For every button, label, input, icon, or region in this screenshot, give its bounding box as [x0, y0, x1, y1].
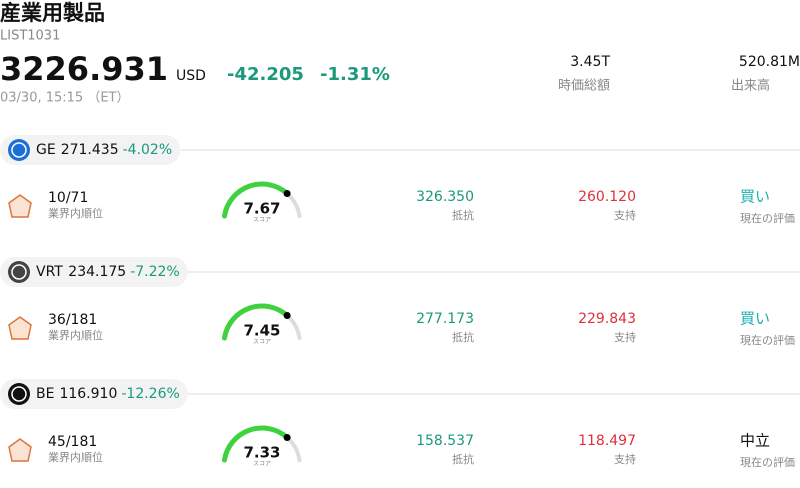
stat-label: 時価総額 — [558, 79, 610, 94]
score: 7.33 — [243, 444, 280, 462]
ticker: GE — [36, 142, 56, 158]
rank: 10/71 — [48, 190, 88, 206]
gauge-dot — [283, 311, 291, 319]
stock-pill[interactable] — [0, 257, 188, 287]
rank-label: 業界内順位 — [48, 206, 103, 220]
stock-logo-ring — [11, 142, 27, 158]
resistance: 277.173 — [416, 311, 474, 327]
change-pct: -1.31% — [320, 64, 390, 85]
rating: 買い — [740, 310, 770, 328]
support: 118.497 — [578, 433, 636, 449]
rating: 買い — [740, 188, 770, 206]
change: -42.205 — [227, 64, 304, 85]
rating-label: 現在の評価 — [740, 333, 795, 347]
rank-label: 業界内順位 — [48, 328, 103, 342]
support-label: 支持 — [614, 208, 636, 222]
gauge-fill — [221, 425, 290, 463]
stat-value: 520.81M — [739, 54, 800, 70]
rank: 45/181 — [48, 434, 97, 450]
rank-icon — [8, 316, 32, 340]
rank-label: 業界内順位 — [48, 450, 103, 464]
rank-icon — [8, 194, 32, 218]
stat-value: 3.45T — [570, 54, 610, 70]
stock-change: -12.26% — [121, 386, 179, 402]
support-label: 支持 — [614, 330, 636, 344]
stock-logo — [8, 261, 30, 283]
rating-label: 現在の評価 — [740, 455, 795, 469]
resistance-label: 抵抗 — [452, 330, 474, 344]
list-title: 産業用製品 — [0, 1, 105, 25]
score-label: スコア — [253, 217, 271, 224]
stock-logo-ring — [11, 386, 27, 402]
resistance-label: 抵抗 — [452, 452, 474, 466]
score: 7.45 — [243, 322, 280, 340]
stock-logo — [8, 139, 30, 161]
list-code: LIST1031 — [0, 29, 60, 44]
stock-price: 116.910 — [59, 386, 117, 402]
support-label: 支持 — [614, 452, 636, 466]
ticker: BE — [36, 386, 54, 402]
rank-icon — [8, 438, 32, 462]
score-label: スコア — [253, 339, 271, 346]
rank: 36/181 — [48, 312, 97, 328]
resistance-label: 抵抗 — [452, 208, 474, 222]
stat-label: 出来高 — [731, 78, 770, 94]
gauge-fill — [221, 181, 290, 219]
support: 260.120 — [578, 189, 636, 205]
stock-change: -7.22% — [130, 264, 180, 280]
stock-change: -4.02% — [123, 142, 173, 158]
score-label: スコア — [253, 461, 271, 468]
stock-logo-ring — [11, 264, 27, 280]
gauge-dot — [283, 433, 291, 441]
list-price: 3226.931 — [0, 50, 168, 88]
rating-label: 現在の評価 — [740, 211, 795, 225]
gauge-dot — [283, 189, 291, 197]
gauge-fill — [221, 303, 290, 341]
resistance: 158.537 — [416, 433, 474, 449]
timestamp: 03/30, 15:15 （ET） — [0, 91, 129, 106]
stock-pill[interactable] — [0, 135, 181, 165]
resistance: 326.350 — [416, 189, 474, 205]
currency: USD — [176, 68, 206, 84]
support: 229.843 — [578, 311, 636, 327]
score: 7.67 — [243, 200, 280, 218]
ticker: VRT — [36, 264, 63, 280]
rating: 中立 — [740, 432, 770, 450]
stock-price: 234.175 — [68, 264, 126, 280]
stock-pill[interactable] — [0, 379, 188, 409]
stock-logo — [8, 383, 30, 405]
stock-price: 271.435 — [61, 142, 119, 158]
